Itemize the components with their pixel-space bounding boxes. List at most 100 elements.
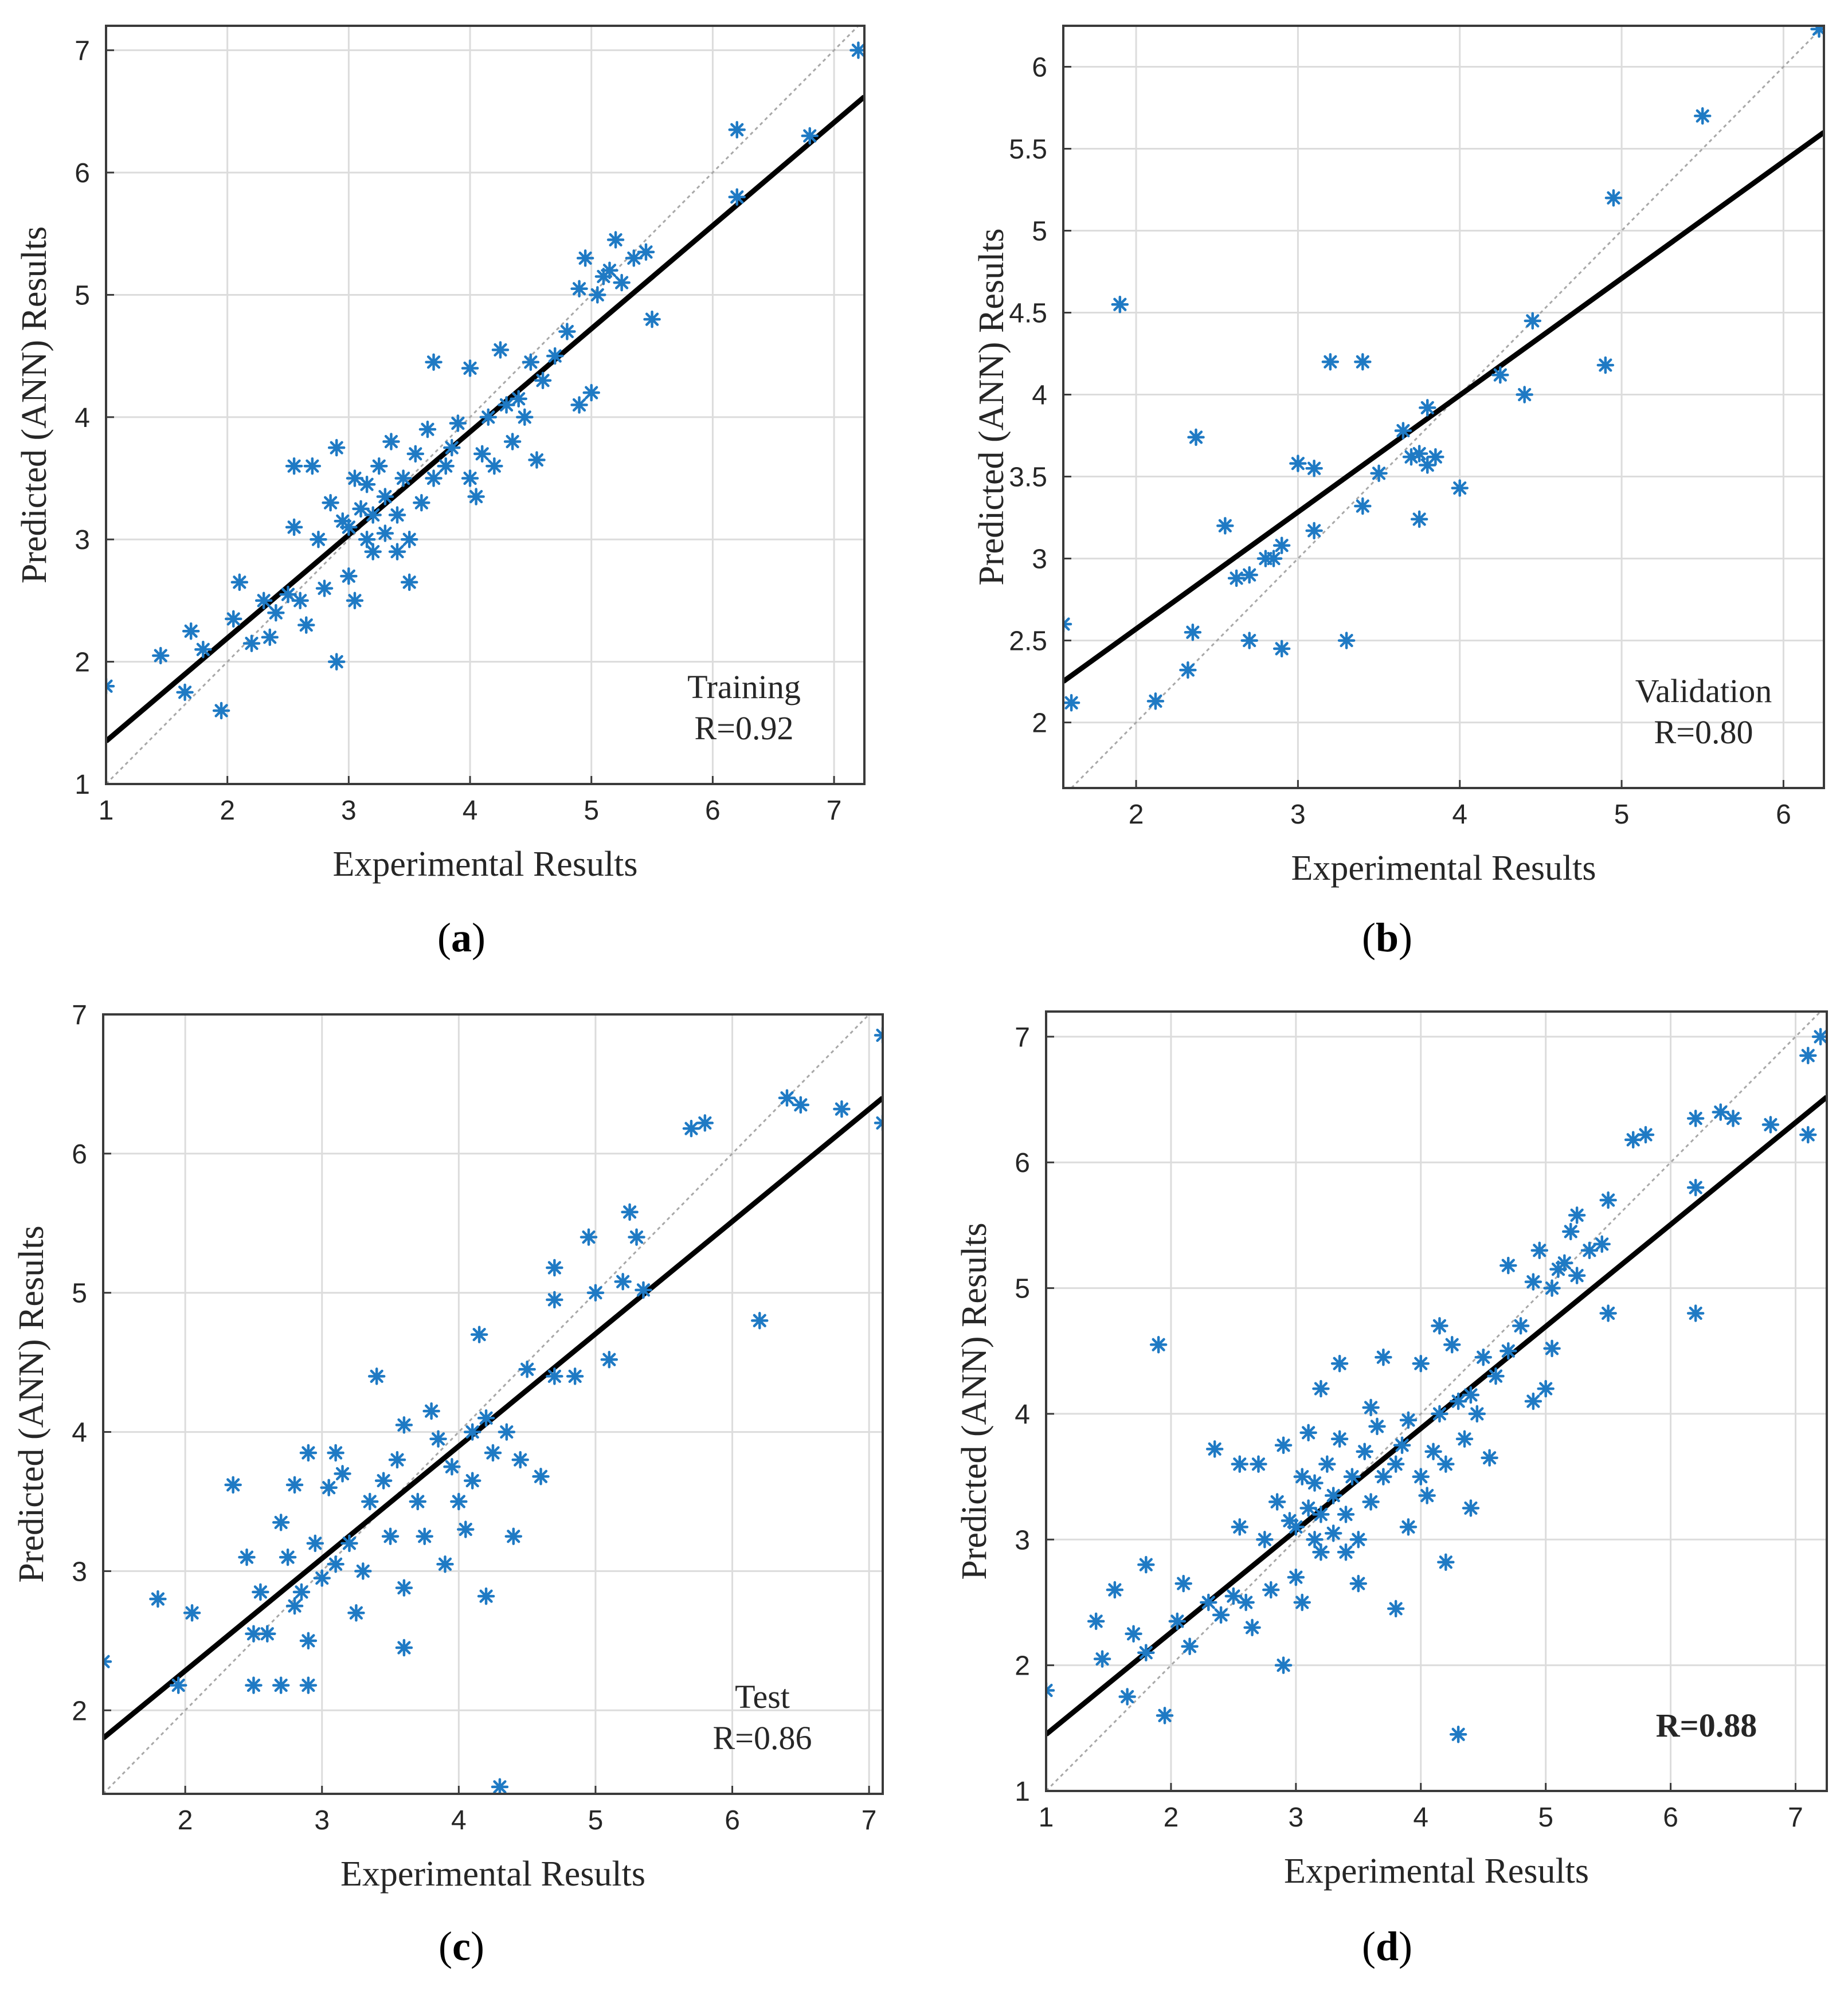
y-tick-label: 5 [75, 280, 90, 311]
y-tick-label: 4 [72, 1418, 87, 1448]
scatter-point [546, 347, 564, 365]
y-tick-label: 4 [1015, 1400, 1030, 1430]
scatter-point [1093, 1650, 1111, 1668]
scatter-point [429, 1430, 447, 1448]
scatter-point [1562, 1222, 1580, 1241]
scatter-point [1240, 632, 1258, 649]
scatter-point [1516, 386, 1533, 403]
scatter-point [1289, 454, 1307, 472]
y-tick-label: 6 [1015, 1148, 1030, 1178]
scatter-point [1449, 1726, 1467, 1743]
scatter-point [1212, 1606, 1230, 1624]
x-axis-label: Experimental Results [332, 845, 637, 884]
scatter-point [1111, 295, 1129, 313]
scatter-point [1599, 1191, 1617, 1209]
scatter-point [315, 579, 334, 597]
scatter-point [1724, 1110, 1742, 1127]
scatter-point [388, 1451, 406, 1469]
scatter-point [1686, 1304, 1705, 1322]
scatter-point [1375, 1468, 1392, 1486]
scatter-point [1580, 1241, 1599, 1260]
scatter-point [1455, 1430, 1474, 1448]
scatter-point [498, 396, 515, 414]
panel-letter: b [1376, 915, 1399, 961]
scatter-point [149, 1590, 167, 1608]
scatter-point [1337, 1543, 1355, 1561]
scatter-point [1168, 1612, 1187, 1631]
scatter-point [1431, 1405, 1448, 1423]
scatter-point [477, 1409, 495, 1427]
regression-fit-line [1063, 130, 1824, 684]
scatter-point [437, 457, 455, 475]
scatter-point [1187, 428, 1205, 446]
scatter-point [238, 1548, 256, 1566]
panel-letter: c [452, 1923, 471, 1969]
scatter-point [1624, 1131, 1642, 1149]
scatter-point [635, 1281, 652, 1299]
scatter-point [299, 1444, 318, 1462]
scatter-point [400, 573, 418, 591]
y-tick-label: 3.5 [1009, 463, 1047, 493]
scatter-point [395, 1639, 413, 1657]
scatter-point [352, 500, 370, 518]
scatter-point [183, 1604, 201, 1622]
scatter-point [457, 1520, 475, 1538]
scatter-point [546, 1259, 563, 1277]
scatter-point [450, 1492, 468, 1511]
scatter-point [1287, 1518, 1305, 1536]
scatter-point [1593, 1235, 1611, 1253]
scatter-point [1324, 1487, 1342, 1504]
scatter-point [370, 457, 388, 475]
panel-a: 1 2 3 4 5 6 7 1 2 3 4 5 6 7 Experimental Results Predic… [15, 25, 866, 961]
scatter-point [436, 1555, 454, 1573]
scatter-point [1205, 1440, 1224, 1458]
scatter-point [621, 1203, 639, 1221]
scatter-point [1299, 1424, 1317, 1442]
y-tick-label: 1 [75, 770, 90, 800]
y-axis-label: Predicted (ANN) Results [12, 1225, 51, 1582]
scatter-point [340, 567, 358, 585]
y-tick-label: 2 [1015, 1651, 1030, 1682]
scatter-point [1174, 1574, 1192, 1593]
scatter-point [225, 610, 242, 628]
scatter-point [1305, 460, 1323, 477]
r-value-annotation: R=0.80 [1654, 714, 1753, 751]
y-tick-label: 3 [72, 1557, 87, 1587]
scatter-point [1146, 692, 1165, 710]
scatter-point [285, 1476, 304, 1494]
scatter-point [364, 506, 382, 524]
scatter-point [1264, 550, 1283, 567]
scatter-point [1274, 1436, 1293, 1455]
scatter-point [473, 445, 491, 463]
scatter-point [1451, 479, 1469, 497]
scatter-point [425, 469, 443, 487]
x-tick-label: 7 [862, 1805, 877, 1836]
x-tick-label: 6 [705, 795, 721, 826]
scatter-point [614, 1273, 632, 1291]
y-axis-label: Predicted (ANN) Results [955, 1222, 994, 1579]
scatter-point [1810, 26, 1824, 38]
scatter-point [376, 488, 394, 505]
scatter-point [1761, 1116, 1780, 1134]
scatter-point [751, 1312, 769, 1330]
scatter-point [259, 1625, 276, 1643]
x-tick-label: 7 [1788, 1802, 1803, 1833]
y-tick-label: 4 [75, 403, 90, 433]
scatter-point [1343, 1468, 1361, 1486]
scatter-point [1087, 1612, 1105, 1631]
x-tick-label: 5 [588, 1805, 604, 1836]
scatter-point [443, 438, 461, 457]
scatter-point [267, 604, 285, 622]
scatter-point [291, 591, 309, 610]
x-axis-label: Experimental Results [1284, 1852, 1589, 1891]
scatter-point [874, 1026, 883, 1044]
x-tick-label: 5 [1614, 799, 1630, 830]
scatter-point [152, 646, 170, 665]
scatter-point [285, 1597, 304, 1615]
scatter-point [461, 359, 479, 377]
plot-area [1063, 26, 1824, 788]
scatter-point [1568, 1206, 1586, 1224]
scatter-point [1399, 1518, 1418, 1536]
panel-letter: d [1376, 1923, 1399, 1969]
scatter-point [212, 701, 230, 720]
